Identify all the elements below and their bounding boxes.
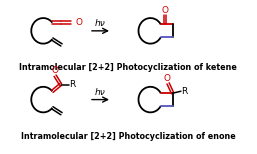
Text: Intramolecular [2+2] Photocyclization of ketene: Intramolecular [2+2] Photocyclization of… (20, 63, 237, 72)
Text: hν: hν (95, 88, 106, 97)
Text: O: O (75, 18, 82, 27)
Text: O: O (164, 74, 171, 83)
Text: O: O (52, 66, 59, 75)
Text: O: O (161, 6, 168, 15)
Text: R: R (69, 80, 76, 89)
Text: Intramolecular [2+2] Photocyclization of enone: Intramolecular [2+2] Photocyclization of… (21, 132, 236, 141)
Text: hν: hν (95, 19, 106, 28)
Text: R: R (181, 87, 188, 96)
